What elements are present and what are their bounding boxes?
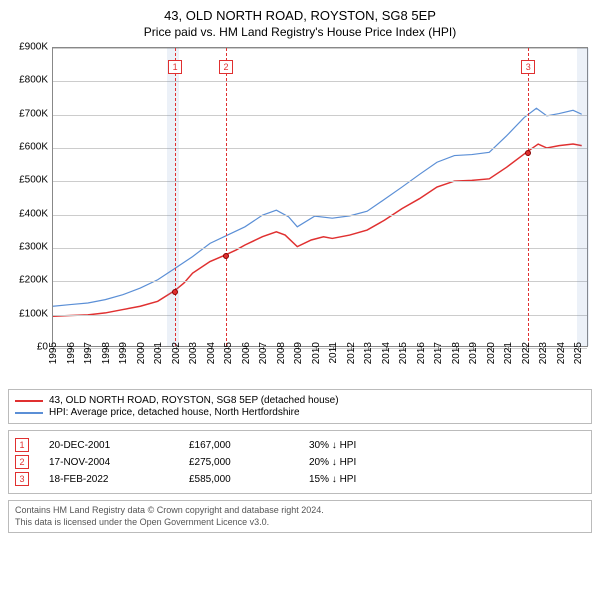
sale-date: 20-DEC-2001	[49, 440, 189, 451]
legend-label: HPI: Average price, detached house, Nort…	[49, 407, 300, 418]
y-axis-label: £700K	[8, 108, 48, 119]
legend-swatch	[15, 400, 43, 402]
license-line-1: Contains HM Land Registry data © Crown c…	[15, 505, 585, 517]
sale-marker-label: 3	[521, 60, 535, 74]
sale-marker	[223, 253, 229, 259]
y-axis-label: £200K	[8, 275, 48, 286]
sale-price: £275,000	[189, 457, 309, 468]
sale-row: 1 20-DEC-2001£167,00030% ↓ HPI	[15, 438, 585, 452]
sale-marker	[172, 289, 178, 295]
y-gridline	[53, 81, 587, 82]
x-axis-label: 2019	[468, 342, 479, 372]
y-gridline	[53, 315, 587, 316]
x-axis-label: 1999	[118, 342, 129, 372]
sale-diff: 30% ↓ HPI	[309, 440, 429, 451]
x-axis-label: 2016	[416, 342, 427, 372]
x-axis-label: 2012	[346, 342, 357, 372]
sale-marker-label: 2	[219, 60, 233, 74]
sale-badge: 3	[15, 472, 29, 486]
chart-area: 1 2 3 £0 £100K £200K £300K £400K £500K £600K £700…	[8, 43, 592, 383]
x-axis-label: 2011	[328, 342, 339, 372]
y-gridline	[53, 281, 587, 282]
x-axis-label: 2017	[433, 342, 444, 372]
x-axis-label: 1997	[83, 342, 94, 372]
legend-row: HPI: Average price, detached house, Nort…	[15, 407, 585, 418]
sale-date: 17-NOV-2004	[49, 457, 189, 468]
plot-region: 1 2 3	[52, 47, 588, 347]
x-axis-label: 2021	[503, 342, 514, 372]
y-gridline	[53, 115, 587, 116]
sale-diff: 15% ↓ HPI	[309, 474, 429, 485]
license-line-2: This data is licensed under the Open Gov…	[15, 517, 585, 529]
y-gridline	[53, 181, 587, 182]
sale-diff: 20% ↓ HPI	[309, 457, 429, 468]
x-axis-label: 2023	[538, 342, 549, 372]
x-axis-label: 2005	[223, 342, 234, 372]
y-axis-label: £400K	[8, 208, 48, 219]
sale-date: 18-FEB-2022	[49, 474, 189, 485]
x-axis-label: 2003	[188, 342, 199, 372]
sale-marker-label: 1	[168, 60, 182, 74]
y-gridline	[53, 215, 587, 216]
sale-vline	[528, 48, 529, 346]
y-gridline	[53, 48, 587, 49]
x-axis-label: 2014	[381, 342, 392, 372]
x-axis-label: 2025	[573, 342, 584, 372]
x-axis-label: 2018	[451, 342, 462, 372]
y-gridline	[53, 148, 587, 149]
x-axis-label: 2002	[171, 342, 182, 372]
sale-row: 2 17-NOV-2004£275,00020% ↓ HPI	[15, 455, 585, 469]
sale-badge: 1	[15, 438, 29, 452]
sale-row: 3 18-FEB-2022£585,00015% ↓ HPI	[15, 472, 585, 486]
x-axis-label: 2004	[206, 342, 217, 372]
y-axis-label: £500K	[8, 175, 48, 186]
chart-subtitle: Price paid vs. HM Land Registry's House …	[8, 25, 592, 39]
legend-swatch	[15, 412, 43, 414]
y-axis-label: £0	[8, 342, 48, 353]
x-axis-label: 2007	[258, 342, 269, 372]
chart-title: 43, OLD NORTH ROAD, ROYSTON, SG8 5EP	[8, 8, 592, 23]
sale-price: £585,000	[189, 474, 309, 485]
x-axis-label: 1998	[101, 342, 112, 372]
y-axis-label: £100K	[8, 308, 48, 319]
x-axis-label: 2008	[276, 342, 287, 372]
sales-table: 1 20-DEC-2001£167,00030% ↓ HPI 2 17-NOV-200…	[8, 430, 592, 494]
x-axis-label: 2001	[153, 342, 164, 372]
sale-price: £167,000	[189, 440, 309, 451]
license-footer: Contains HM Land Registry data © Crown c…	[8, 500, 592, 533]
sale-badge: 2	[15, 455, 29, 469]
y-axis-label: £800K	[8, 75, 48, 86]
shaded-band	[577, 48, 589, 346]
x-axis-label: 1995	[48, 342, 59, 372]
x-axis-label: 2009	[293, 342, 304, 372]
sale-vline	[226, 48, 227, 346]
x-axis-label: 2000	[136, 342, 147, 372]
y-axis-label: £900K	[8, 42, 48, 53]
legend: 43, OLD NORTH ROAD, ROYSTON, SG8 5EP (de…	[8, 389, 592, 424]
x-axis-label: 2020	[486, 342, 497, 372]
sale-marker	[525, 150, 531, 156]
series-price_paid	[53, 144, 582, 316]
x-axis-label: 2010	[311, 342, 322, 372]
x-axis-label: 2022	[521, 342, 532, 372]
x-axis-label: 2006	[241, 342, 252, 372]
chart-lines	[53, 48, 587, 346]
x-axis-label: 2015	[398, 342, 409, 372]
chart-header: 43, OLD NORTH ROAD, ROYSTON, SG8 5EP Pri…	[8, 8, 592, 39]
x-axis-label: 1996	[66, 342, 77, 372]
y-gridline	[53, 248, 587, 249]
y-axis-label: £600K	[8, 142, 48, 153]
x-axis-label: 2013	[363, 342, 374, 372]
legend-label: 43, OLD NORTH ROAD, ROYSTON, SG8 5EP (de…	[49, 395, 339, 406]
y-axis-label: £300K	[8, 242, 48, 253]
sale-vline	[175, 48, 176, 346]
legend-row: 43, OLD NORTH ROAD, ROYSTON, SG8 5EP (de…	[15, 395, 585, 406]
series-hpi	[53, 108, 582, 306]
x-axis-label: 2024	[556, 342, 567, 372]
shaded-band	[167, 48, 179, 346]
